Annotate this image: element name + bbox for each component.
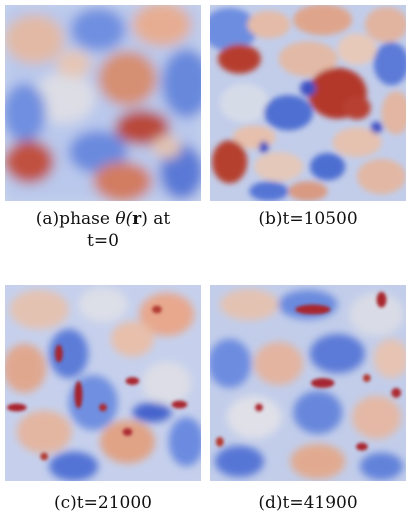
caption-b: (b)t=10500 xyxy=(258,209,358,229)
phase-map-a xyxy=(5,5,201,201)
phase-map-b xyxy=(210,5,406,201)
phase-map-c xyxy=(5,285,201,481)
caption-a-line2: t=0 xyxy=(87,231,119,251)
caption-d: (d)t=41900 xyxy=(258,493,358,513)
caption-a-line1: (a)phase θ(r) at xyxy=(5,208,201,230)
caption-a-prefix: (a)phase xyxy=(35,209,116,229)
phase-map-d xyxy=(210,285,406,481)
phase-map-d-svg xyxy=(210,285,406,481)
caption-a-theta: θ( xyxy=(115,209,133,229)
caption-a: (a)phase θ(r) at t=0 xyxy=(5,208,201,252)
caption-a-r: r xyxy=(132,209,142,229)
caption-a-rest: at xyxy=(147,209,171,229)
caption-c: (c)t=21000 xyxy=(54,493,152,513)
phase-map-b-svg xyxy=(210,5,406,201)
caption-a-close: ) xyxy=(141,209,148,229)
phase-map-a-svg xyxy=(5,5,201,201)
phase-map-c-svg xyxy=(5,285,201,481)
